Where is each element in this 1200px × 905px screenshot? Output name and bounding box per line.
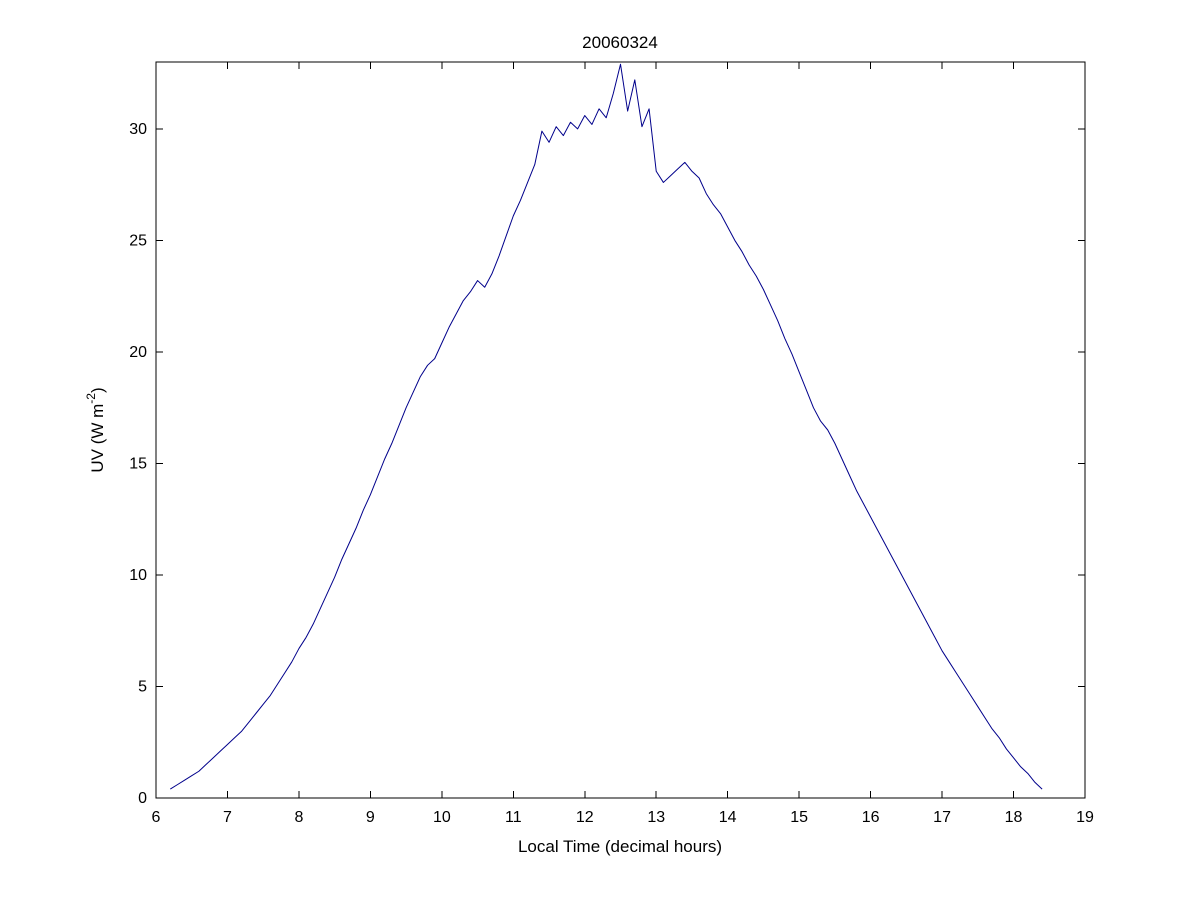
- x-tick-label: 18: [1005, 809, 1023, 826]
- x-tick-label: 11: [505, 809, 522, 826]
- tick-labels-group: 6 7 8 9 10 11 12 13 14 15 16 17 18 19 0 5 10 15 20 25 30: [129, 121, 1094, 826]
- x-tick-label: 6: [152, 809, 161, 826]
- x-axis-label: Local Time (decimal hours): [518, 837, 722, 856]
- x-tick-label: 15: [790, 809, 808, 826]
- y-axis-label-superscript: -2: [84, 393, 98, 404]
- x-tick-label: 7: [223, 809, 232, 826]
- y-tick-label: 15: [129, 455, 147, 472]
- y-axis-label-close: ): [88, 387, 107, 393]
- uv-series-line: [170, 63, 1043, 790]
- y-axis-label: UV (W m-2): [84, 387, 107, 472]
- axes-frame: [155, 61, 1086, 799]
- tick-marks-group: [155, 62, 1086, 799]
- y-tick-label: 0: [138, 790, 147, 807]
- x-tick-label: 17: [933, 809, 951, 826]
- x-tick-label: 16: [862, 809, 880, 826]
- y-tick-label: 30: [129, 121, 147, 138]
- data-line-group: [170, 63, 1043, 790]
- axes-frame-group: [155, 61, 1086, 799]
- x-tick-label: 12: [576, 809, 594, 826]
- chart-title: 20060324: [582, 33, 658, 52]
- x-tick-label: 8: [294, 809, 303, 826]
- x-tick-label: 10: [433, 809, 451, 826]
- x-tick-label: 9: [366, 809, 375, 826]
- x-tick-label: 19: [1076, 809, 1094, 826]
- y-tick-label: 20: [129, 344, 147, 361]
- y-tick-label: 5: [138, 678, 147, 695]
- x-tick-label: 14: [719, 809, 737, 826]
- x-tick-label: 13: [647, 809, 665, 826]
- y-axis-label-base: UV (W m: [88, 404, 107, 473]
- y-tick-label: 10: [129, 567, 147, 584]
- y-tick-label: 25: [129, 232, 147, 249]
